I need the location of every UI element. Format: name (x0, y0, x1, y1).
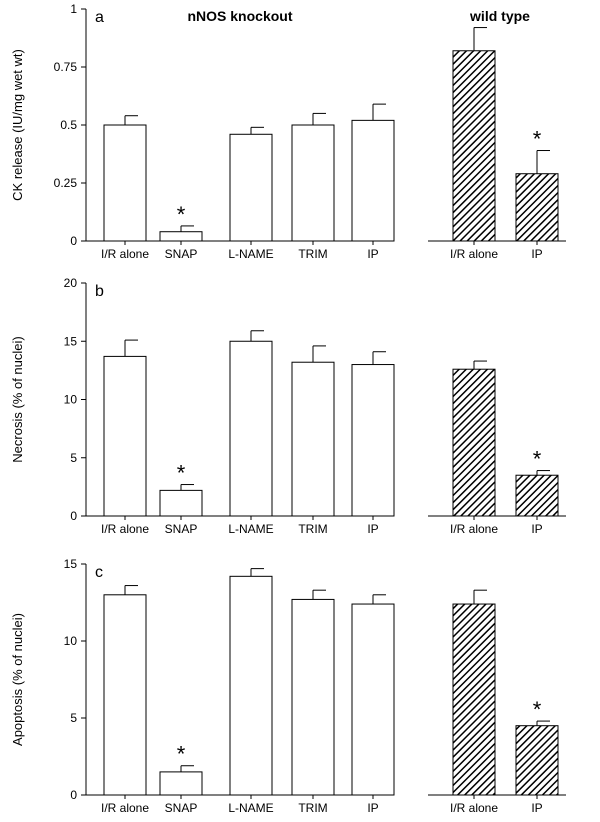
panel-letter: c (95, 564, 103, 581)
bar (103, 124, 147, 242)
x-tick-label: I/R alone (101, 247, 149, 261)
x-tick-label: I/R alone (450, 247, 498, 261)
bar (291, 124, 335, 242)
y-tick-label: 0.25 (54, 176, 78, 190)
x-tick-label: TRIM (298, 801, 327, 815)
bar (452, 50, 496, 242)
y-tick-label: 0.5 (60, 118, 77, 132)
bar (291, 361, 335, 517)
y-tick-label: 5 (70, 451, 77, 465)
bar (159, 771, 203, 796)
y-tick-label: 0 (70, 788, 77, 802)
x-tick-label: IP (367, 522, 378, 536)
bar (229, 575, 273, 796)
bar (452, 368, 496, 517)
x-tick-label: SNAP (165, 522, 198, 536)
y-tick-label: 0 (70, 509, 77, 523)
y-axis-label: CK release (IU/mg wet wt) (10, 49, 25, 201)
y-tick-label: 15 (64, 334, 78, 348)
y-tick-label: 1 (70, 2, 77, 16)
bar (291, 598, 335, 796)
bar (452, 603, 496, 796)
x-tick-label: L-NAME (228, 801, 273, 815)
x-tick-label: SNAP (165, 801, 198, 815)
x-tick-label: L-NAME (228, 522, 273, 536)
significance-asterisk: * (177, 202, 186, 227)
bar (515, 725, 559, 796)
y-tick-label: 0 (70, 234, 77, 248)
significance-asterisk: * (533, 697, 542, 722)
x-tick-label: IP (531, 522, 542, 536)
group-title: nNOS knockout (187, 8, 292, 24)
y-axis-label: Apoptosis (% of nuclei) (10, 613, 25, 746)
significance-asterisk: * (533, 127, 542, 152)
x-tick-label: L-NAME (228, 247, 273, 261)
panel-c: c Apoptosis (% of nuclei) 0 5 10 15 I/R alone S… (10, 557, 566, 815)
y-tick-label: 0.75 (54, 60, 78, 74)
x-tick-label: IP (531, 801, 542, 815)
bar (351, 119, 395, 242)
bar (103, 355, 147, 517)
bar (515, 474, 559, 517)
x-tick-label: IP (531, 247, 542, 261)
significance-asterisk: * (177, 461, 186, 486)
x-tick-label: TRIM (298, 247, 327, 261)
y-tick-label: 10 (64, 634, 78, 648)
x-tick-label: SNAP (165, 247, 198, 261)
y-tick-label: 20 (64, 276, 78, 290)
y-tick-label: 5 (70, 711, 77, 725)
panel-letter: a (95, 9, 104, 26)
panel-b: b Necrosis (% of nuclei) 0 5 10 15 20 I/R alone… (10, 276, 566, 536)
x-tick-label: I/R alone (101, 522, 149, 536)
panel-letter: b (95, 283, 104, 300)
significance-asterisk: * (177, 742, 186, 767)
significance-asterisk: * (533, 447, 542, 472)
x-tick-label: I/R alone (101, 801, 149, 815)
x-tick-label: I/R alone (450, 801, 498, 815)
bar (515, 173, 559, 242)
bar (159, 231, 203, 242)
bar (351, 364, 395, 517)
bar (351, 603, 395, 796)
bar (229, 133, 273, 242)
bar (229, 340, 273, 517)
x-tick-label: I/R alone (450, 522, 498, 536)
x-tick-label: TRIM (298, 522, 327, 536)
y-tick-label: 10 (64, 393, 78, 407)
x-tick-label: IP (367, 247, 378, 261)
group-title: wild type (469, 8, 530, 24)
bar (103, 594, 147, 796)
x-tick-label: IP (367, 801, 378, 815)
y-tick-label: 15 (64, 557, 78, 571)
panel-a: a CK release (IU/mg wet wt) 0 0.25 0.5 0.75 1 n… (10, 2, 566, 261)
bar (159, 489, 203, 517)
y-axis-label: Necrosis (% of nuclei) (10, 336, 25, 462)
